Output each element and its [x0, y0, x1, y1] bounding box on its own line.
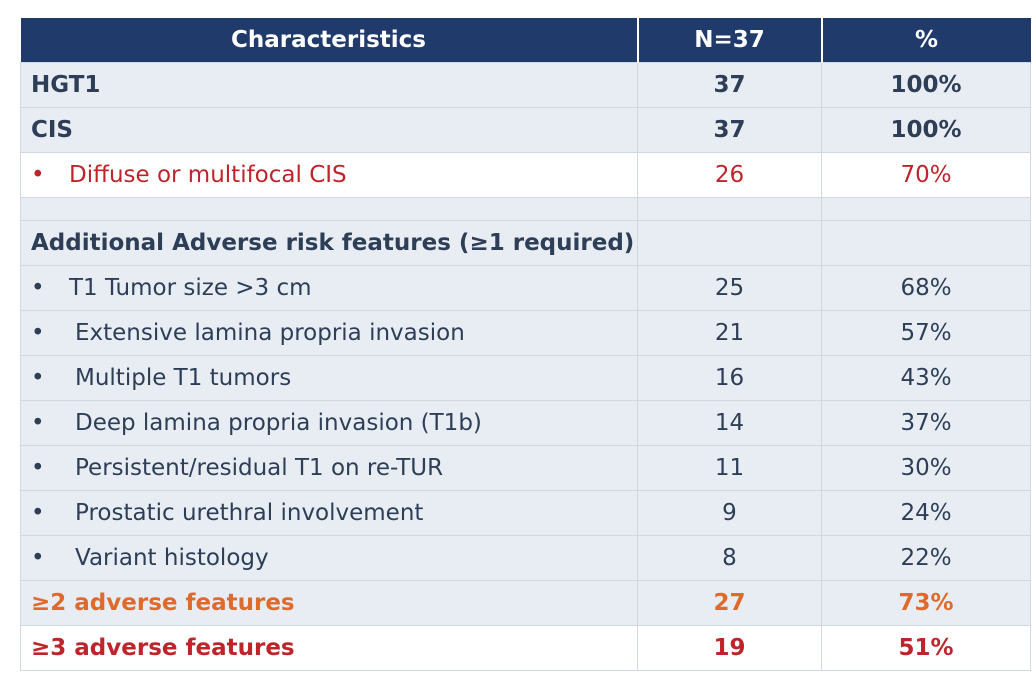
row-n: 11 [637, 445, 822, 491]
row-percent [821, 220, 1031, 266]
spacer-cell [637, 197, 822, 221]
row-n: 37 [637, 62, 822, 108]
row-label-cell: • Deep lamina propria invasion (T1b) [20, 400, 638, 446]
row-label-cell: • Extensive lamina propria invasion [20, 310, 638, 356]
header-characteristics: Characteristics [20, 18, 639, 63]
table-header-row: Characteristics N=37 % [20, 18, 1031, 63]
row-label-cell: • Diffuse or multifocal CIS [20, 152, 638, 198]
header-n: N=37 [637, 18, 823, 63]
row-percent: 51% [821, 625, 1031, 671]
row-label-cell: • T1 Tumor size >3 cm [20, 265, 638, 311]
row-percent: 100% [821, 107, 1031, 153]
row-percent: 37% [821, 400, 1031, 446]
row-label-cell: • Variant histology [20, 535, 638, 581]
bullet-marker: • [31, 320, 45, 346]
row-n: 21 [637, 310, 822, 356]
table-row: ≥2 adverse features 27 73% [20, 580, 1031, 626]
table-row: • Persistent/residual T1 on re-TUR 11 30% [20, 445, 1031, 491]
table-row: • Diffuse or multifocal CIS 26 70% [20, 152, 1031, 198]
bullet-marker: • [31, 455, 45, 481]
row-percent: 70% [821, 152, 1031, 198]
row-n: 37 [637, 107, 822, 153]
row-n: 25 [637, 265, 822, 311]
table-row: • Prostatic urethral involvement 9 24% [20, 490, 1031, 536]
row-n: 19 [637, 625, 822, 671]
row-label: Diffuse or multifocal CIS [69, 162, 347, 188]
row-label: CIS [20, 107, 638, 153]
row-label: Persistent/residual T1 on re-TUR [75, 455, 444, 481]
row-label: ≥3 adverse features [20, 625, 638, 671]
bullet-marker: • [31, 545, 45, 571]
row-label: T1 Tumor size >3 cm [69, 275, 312, 301]
row-n: 14 [637, 400, 822, 446]
row-percent: 30% [821, 445, 1031, 491]
row-label: Multiple T1 tumors [75, 365, 292, 391]
row-percent: 24% [821, 490, 1031, 536]
row-n: 9 [637, 490, 822, 536]
row-n: 26 [637, 152, 822, 198]
table-row: HGT1 37 100% [20, 62, 1031, 108]
spacer-row [20, 197, 1031, 221]
bullet-marker: • [31, 410, 45, 436]
row-label: ≥2 adverse features [20, 580, 638, 626]
table-row: Additional Adverse risk features (≥1 req… [20, 220, 1031, 266]
row-label: HGT1 [20, 62, 638, 108]
bullet-marker: • [31, 275, 45, 301]
table-row: • Multiple T1 tumors 16 43% [20, 355, 1031, 401]
row-label: Variant histology [75, 545, 269, 571]
row-percent: 100% [821, 62, 1031, 108]
row-n [637, 220, 822, 266]
row-label: Extensive lamina propria invasion [75, 320, 465, 346]
row-percent: 43% [821, 355, 1031, 401]
characteristics-table: Characteristics N=37 % HGT1 37 100% CIS … [20, 18, 1031, 671]
row-percent: 22% [821, 535, 1031, 581]
table-row: ≥3 adverse features 19 51% [20, 625, 1031, 671]
row-label: Prostatic urethral involvement [75, 500, 424, 526]
row-n: 8 [637, 535, 822, 581]
table-row: • Extensive lamina propria invasion 21 57… [20, 310, 1031, 356]
characteristics-table-container: Characteristics N=37 % HGT1 37 100% CIS … [20, 18, 1031, 671]
row-percent: 68% [821, 265, 1031, 311]
bullet-marker: • [31, 162, 45, 188]
spacer-cell [821, 197, 1031, 221]
row-label: Deep lamina propria invasion (T1b) [75, 410, 482, 436]
row-label-cell: • Persistent/residual T1 on re-TUR [20, 445, 638, 491]
row-n: 27 [637, 580, 822, 626]
table-row: • T1 Tumor size >3 cm 25 68% [20, 265, 1031, 311]
bullet-marker: • [31, 500, 45, 526]
table-row: • Deep lamina propria invasion (T1b) 14 3… [20, 400, 1031, 446]
section-heading: Additional Adverse risk features (≥1 req… [20, 220, 638, 266]
row-label-cell: • Prostatic urethral involvement [20, 490, 638, 536]
row-percent: 57% [821, 310, 1031, 356]
table-row: • Variant histology 8 22% [20, 535, 1031, 581]
header-percent: % [821, 18, 1031, 63]
table-row: CIS 37 100% [20, 107, 1031, 153]
bullet-marker: • [31, 365, 45, 391]
row-n: 16 [637, 355, 822, 401]
row-percent: 73% [821, 580, 1031, 626]
spacer-cell [20, 197, 638, 221]
row-label-cell: • Multiple T1 tumors [20, 355, 638, 401]
